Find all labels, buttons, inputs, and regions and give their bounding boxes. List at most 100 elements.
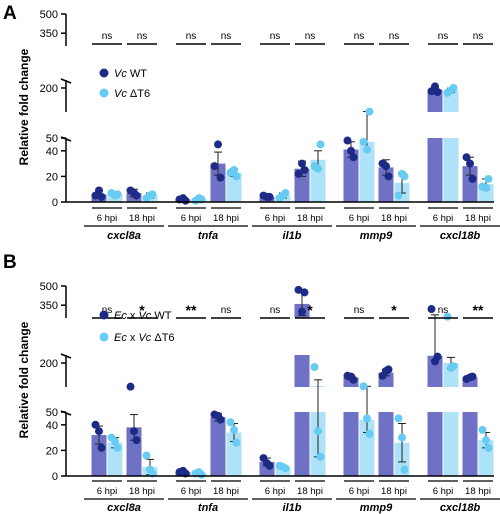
legend-marker-dt6-b xyxy=(99,332,109,342)
significance-label-a-3: ns xyxy=(221,31,232,42)
bar-wt-b-7-seg0 xyxy=(378,412,394,476)
data-point-bar-dt6-b-3-2 xyxy=(230,425,238,434)
y-tick-label-b-20: 20 xyxy=(46,445,58,457)
gene-label-b-2: il1b xyxy=(283,502,302,514)
data-point-bar-wt-a-3-0 xyxy=(210,162,219,171)
bar-dt6-a-6-seg0 xyxy=(359,141,375,202)
y-tick-label-a-500: 500 xyxy=(40,9,58,21)
axis-break-mark-a-1 xyxy=(60,78,72,84)
data-point-bar-dt6-b-9-1 xyxy=(484,443,493,452)
gene-label-b-0: cxcl8a xyxy=(107,502,141,514)
significance-label-b-9: ** xyxy=(473,302,484,318)
significance-label-b-7: * xyxy=(391,302,397,318)
data-point-bar-wt-b-5-0 xyxy=(294,285,303,294)
data-point-bar-wt-b-8-2 xyxy=(431,357,439,366)
gene-label-a-3: mmp9 xyxy=(360,230,393,242)
data-point-bar-wt-b-9-2 xyxy=(466,373,474,382)
gene-label-a-0: cxcl8a xyxy=(107,230,141,242)
data-point-bar-wt-a-2-2 xyxy=(179,194,187,203)
data-point-bar-dt6-b-1-2 xyxy=(146,465,154,474)
data-point-bar-dt6-a-4-2 xyxy=(279,191,287,200)
timepoint-label-b-7: 18 hpi xyxy=(381,486,407,497)
data-point-bar-wt-b-5-2 xyxy=(298,307,306,316)
panel-letter-b: B xyxy=(3,252,17,273)
bar-wt-b-5-seg1 xyxy=(294,355,310,387)
timepoint-label-a-2: 6 hpi xyxy=(181,213,202,224)
y-axis-label-a: Relative fold change xyxy=(17,48,31,165)
timepoint-label-b-0: 6 hpi xyxy=(97,486,118,497)
data-point-bar-dt6-b-7-2 xyxy=(398,433,406,442)
bar-wt-b-9-seg1 xyxy=(462,377,478,387)
data-point-bar-wt-b-0-0 xyxy=(91,420,100,429)
significance-label-b-3: ns xyxy=(221,305,232,316)
data-point-bar-dt6-a-9-1 xyxy=(484,174,493,183)
data-point-bar-dt6-b-1-0 xyxy=(142,451,151,460)
y-tick-label-b-350: 350 xyxy=(40,300,58,312)
data-point-bar-wt-a-7-2 xyxy=(382,162,390,171)
data-point-bar-dt6-a-5-2 xyxy=(314,164,322,173)
data-point-bar-dt6-a-3-2 xyxy=(230,166,238,174)
legend-marker-wt-a xyxy=(99,68,109,78)
significance-label-b-4: ns xyxy=(270,305,281,316)
data-point-bar-wt-a-9-1 xyxy=(468,174,477,183)
bar-dt6-a-5-seg0 xyxy=(310,159,326,202)
bar-wt-b-8-seg0 xyxy=(427,412,443,476)
data-point-bar-wt-b-6-2 xyxy=(347,372,355,381)
data-point-bar-wt-a-8-2 xyxy=(431,82,439,91)
significance-label-b-6: ns xyxy=(354,305,365,316)
data-point-bar-dt6-a-9-2 xyxy=(482,183,490,192)
significance-label-a-1: ns xyxy=(137,31,148,42)
data-point-bar-dt6-b-8-2 xyxy=(447,363,455,372)
y-tick-label-a-40: 40 xyxy=(46,146,58,158)
timepoint-label-a-8: 6 hpi xyxy=(433,213,454,224)
data-point-bar-dt6-a-5-1 xyxy=(316,140,325,149)
data-point-bar-wt-a-1-2 xyxy=(130,189,138,198)
data-point-bar-dt6-b-0-1 xyxy=(113,443,122,452)
data-point-bar-dt6-b-6-2 xyxy=(363,414,371,423)
data-point-bar-wt-a-3-1 xyxy=(216,173,225,182)
y-tick-label-a-0: 0 xyxy=(52,197,58,209)
bar-wt-a-3-seg0 xyxy=(210,163,226,202)
timepoint-label-b-6: 6 hpi xyxy=(349,486,370,497)
data-point-bar-dt6-a-3-1 xyxy=(232,172,241,181)
data-point-bar-dt6-a-6-1 xyxy=(365,107,374,116)
gene-label-b-1: tnfa xyxy=(198,502,218,514)
gene-label-b-3: mmp9 xyxy=(360,502,393,514)
axis-break-mark-b-1 xyxy=(60,353,72,359)
data-point-bar-dt6-b-0-2 xyxy=(111,437,119,446)
data-point-bar-dt6-b-6-0 xyxy=(359,382,368,391)
timepoint-label-a-7: 18 hpi xyxy=(381,213,407,224)
bar-wt-b-6-seg0 xyxy=(343,412,359,476)
bar-wt-b-9-seg0 xyxy=(462,412,478,476)
gene-label-b-4: cxcl18b xyxy=(440,502,481,514)
significance-label-b-0: ns xyxy=(102,305,113,316)
significance-label-a-5: ns xyxy=(305,31,316,42)
gene-label-a-2: il1b xyxy=(283,230,302,242)
data-point-bar-dt6-a-0-2 xyxy=(111,191,119,200)
data-point-bar-wt-a-5-2 xyxy=(298,159,306,168)
timepoint-label-b-2: 6 hpi xyxy=(181,486,202,497)
data-point-bar-dt6-b-5-0 xyxy=(310,363,319,371)
significance-label-a-7: ns xyxy=(389,31,400,42)
data-point-bar-wt-a-9-2 xyxy=(466,159,474,168)
significance-label-a-2: ns xyxy=(186,31,197,42)
data-point-bar-dt6-a-1-2 xyxy=(146,191,154,200)
significance-label-a-9: ns xyxy=(473,31,484,42)
data-point-bar-dt6-a-2-2 xyxy=(195,194,203,203)
data-point-bar-dt6-b-9-2 xyxy=(482,436,490,445)
data-point-bar-dt6-b-7-1 xyxy=(400,465,409,474)
bar-dt6-b-8-seg0 xyxy=(443,412,459,476)
data-point-bar-dt6-a-7-0 xyxy=(394,191,403,200)
timepoint-label-b-8: 6 hpi xyxy=(433,486,454,497)
significance-label-a-0: ns xyxy=(102,31,113,42)
data-point-bar-wt-b-8-0 xyxy=(427,305,436,314)
data-point-bar-wt-a-7-1 xyxy=(384,172,393,181)
data-point-bar-dt6-a-8-2 xyxy=(447,86,455,95)
data-point-bar-wt-b-7-2 xyxy=(382,367,390,375)
data-point-bar-dt6-b-5-1 xyxy=(316,452,325,461)
data-point-bar-wt-b-0-1 xyxy=(97,443,106,452)
legend-label-dt6-a: Vc ΔT6 xyxy=(114,88,150,100)
